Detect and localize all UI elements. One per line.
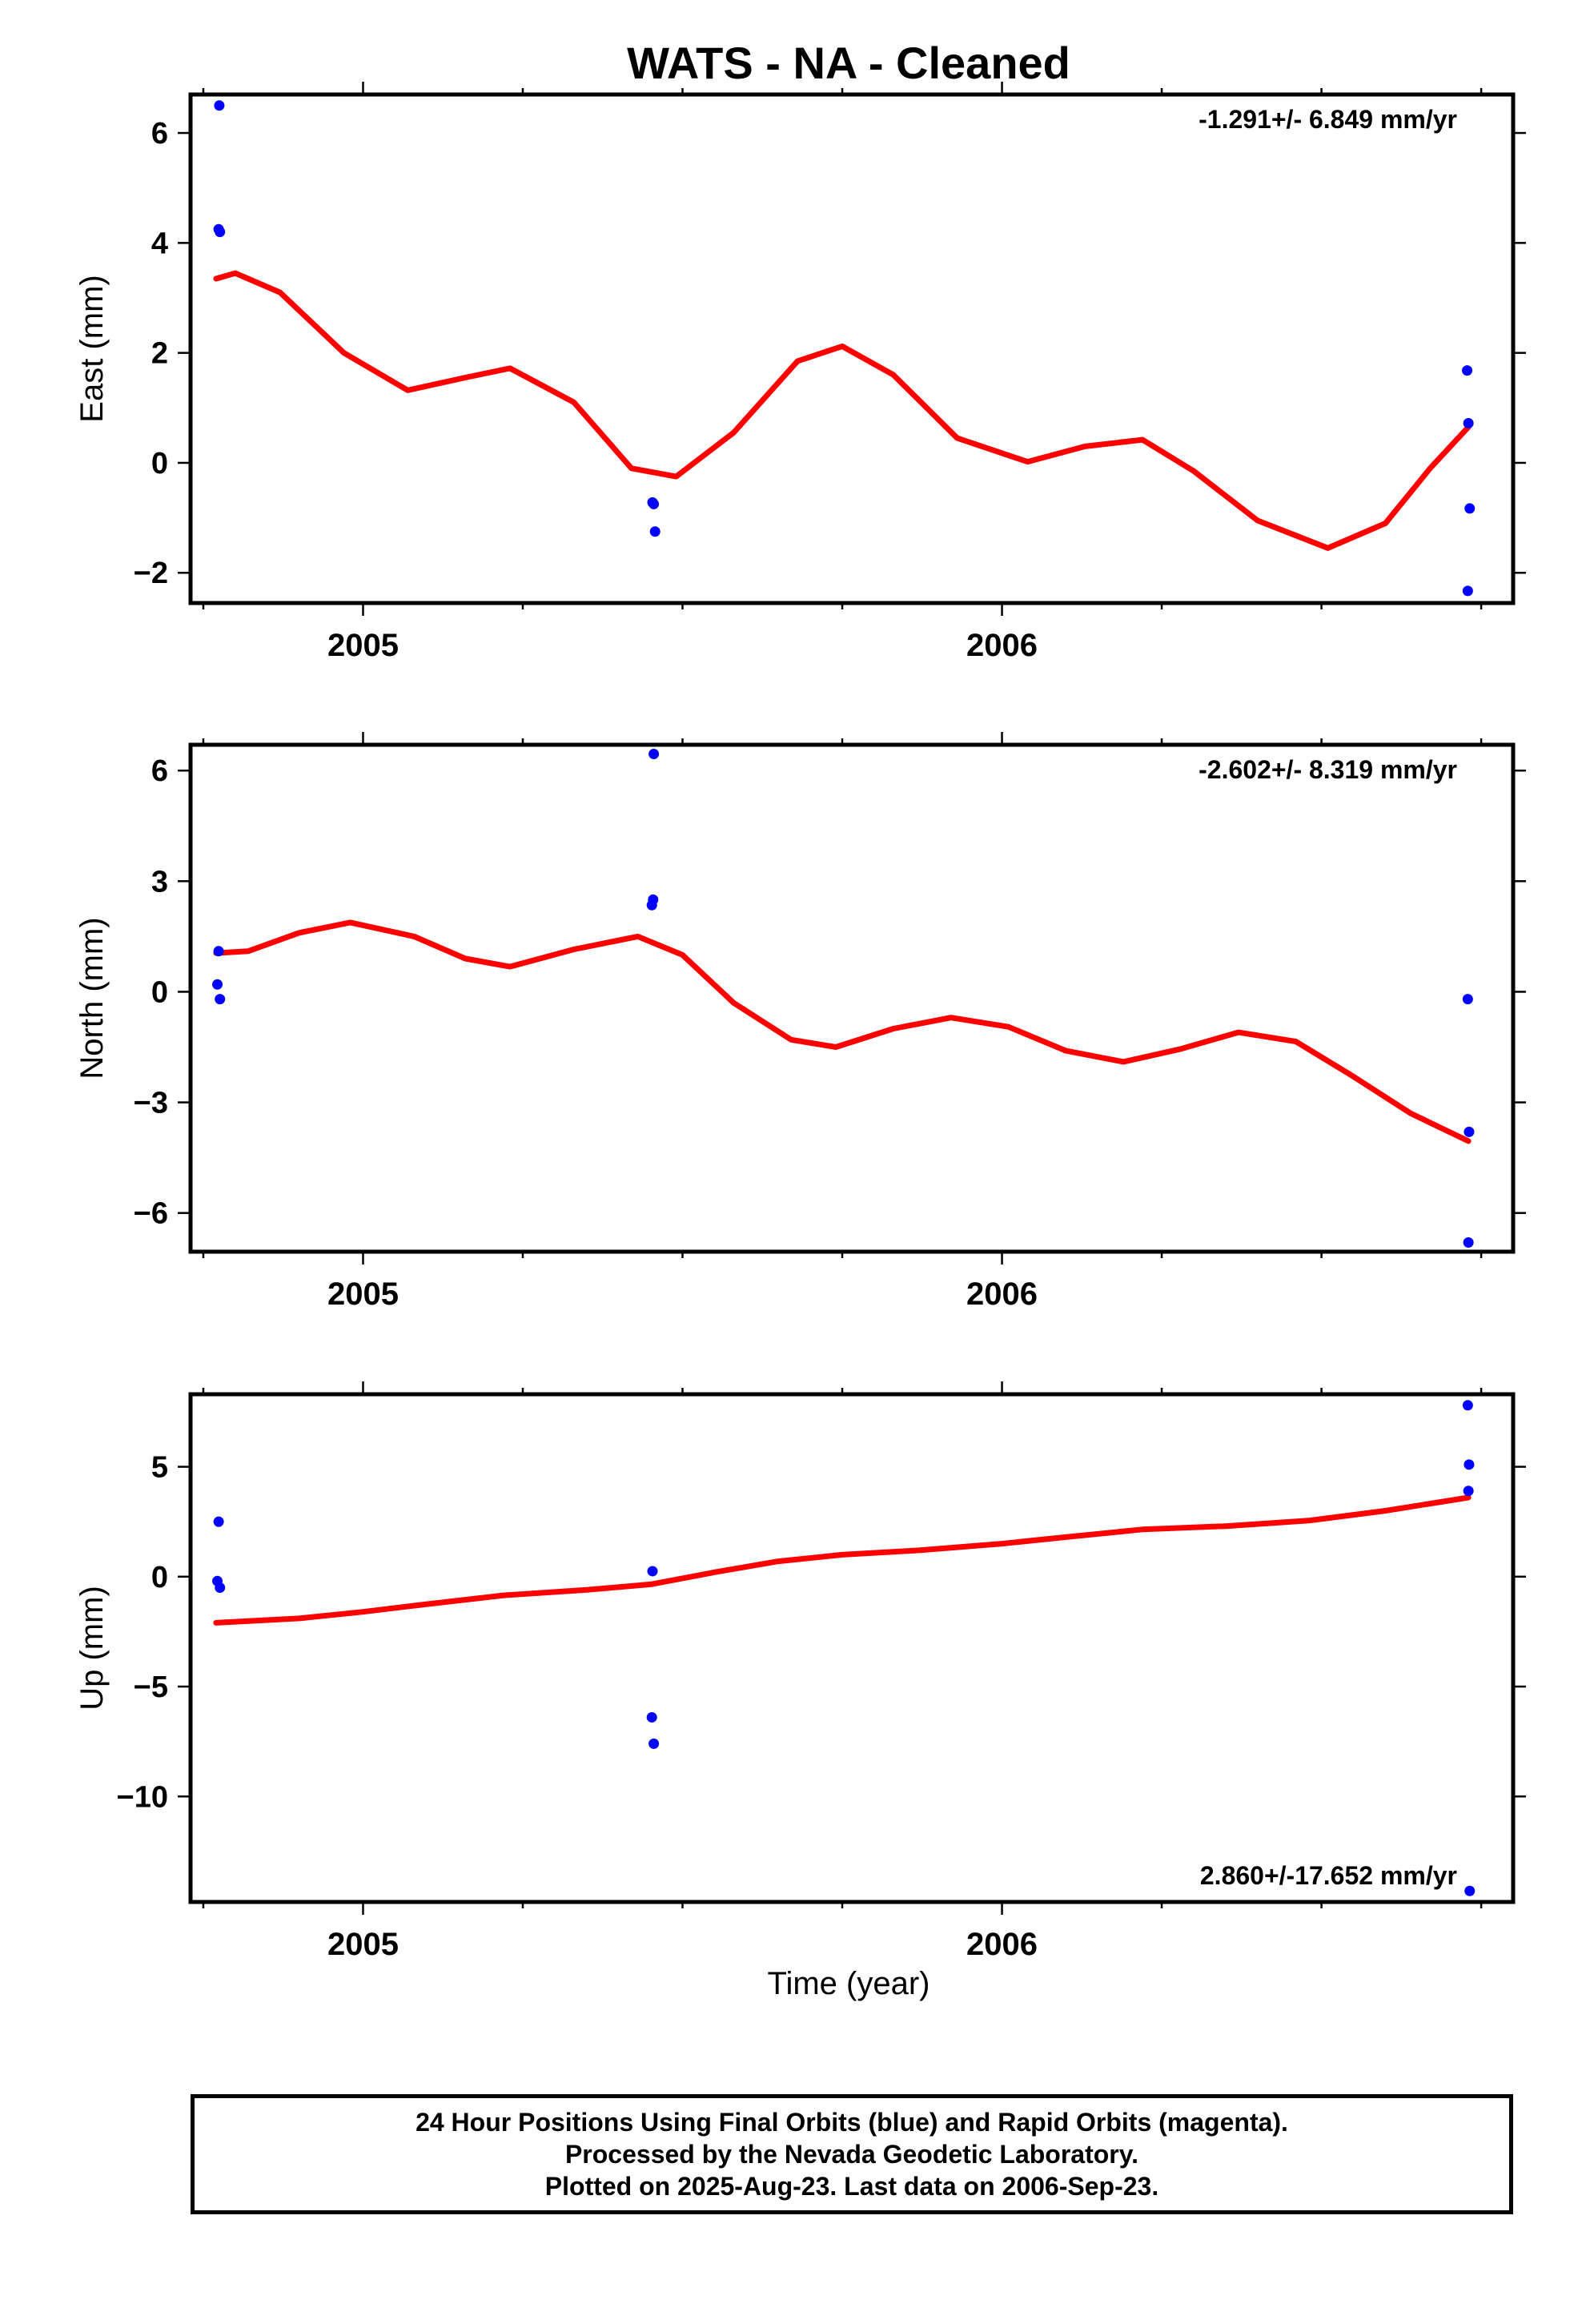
panel-data-layer (213, 100, 1476, 597)
data-point (1462, 365, 1473, 376)
y-tick-label: 0 (151, 975, 168, 1009)
y-tick-label: 6 (151, 754, 168, 788)
panel-data-layer (212, 749, 1475, 1248)
data-point (1462, 1400, 1473, 1411)
panel-frame (188, 742, 1516, 1254)
velocity-rate-label: -1.291+/- 6.849 mm/yr (1199, 105, 1457, 134)
chart-title: WATS - NA - Cleaned (627, 38, 1070, 88)
y-tick-label: −2 (134, 557, 168, 590)
footer-line-2: Processed by the Nevada Geodetic Laborat… (564, 2140, 1139, 2169)
y-axis-label: North (mm) (74, 917, 110, 1079)
data-point (214, 100, 225, 111)
data-point (212, 979, 223, 990)
data-point (1464, 1126, 1475, 1137)
data-point (1462, 585, 1473, 597)
data-point (1463, 1236, 1474, 1248)
y-tick-label: −10 (117, 1780, 168, 1814)
panel-north: −6 −3 0 3 6 2005 2006 North (mm) -2.602+/- 8.319… (74, 732, 1526, 1312)
data-point (1464, 503, 1476, 514)
data-point (646, 899, 657, 911)
x-tick-label: 2006 (966, 1927, 1038, 1962)
footer-line-3: Plotted on 2025-Aug-23. Last data on 200… (544, 2172, 1159, 2201)
x-axis-label: Time (year) (768, 1966, 930, 2001)
footer-line-1: 24 Hour Positions Using Final Orbits (bl… (416, 2108, 1288, 2137)
y-tick-label: −5 (134, 1671, 168, 1704)
y-tick-label: 3 (151, 865, 168, 899)
data-point (1464, 1885, 1476, 1896)
x-tick-label: 2006 (966, 1277, 1038, 1312)
data-point (215, 227, 226, 238)
y-tick-label: 6 (151, 117, 168, 151)
data-point (647, 1566, 658, 1577)
panel-frame (188, 92, 1516, 605)
data-point (648, 1738, 660, 1749)
y-tick-label: 0 (151, 1561, 168, 1594)
panel-data-layer (212, 1400, 1476, 1896)
panel-up: −10 −5 0 5 2005 2006 Up (mm) 2.860+/-17.652 mm/… (74, 1381, 1526, 1962)
data-point (649, 526, 661, 537)
x-tick-label: 2005 (327, 1927, 399, 1962)
panel-frame (188, 1392, 1516, 1904)
data-point (1464, 1459, 1475, 1470)
panel-east: −2 0 2 4 6 2005 2006 East (mm) -1.291+/- 6.849 m… (74, 82, 1526, 663)
x-tick-label: 2005 (327, 1277, 399, 1312)
data-point (1463, 1486, 1474, 1497)
fit-line (213, 270, 1472, 551)
velocity-rate-label: 2.860+/-17.652 mm/yr (1200, 1861, 1457, 1890)
data-point (1463, 418, 1474, 429)
data-point (648, 749, 660, 760)
y-tick-label: 2 (151, 337, 168, 371)
data-point (648, 498, 660, 509)
velocity-rate-label: -2.602+/- 8.319 mm/yr (1199, 755, 1457, 784)
fit-line (213, 1494, 1472, 1626)
y-tick-label: −3 (134, 1087, 168, 1120)
data-point (1462, 994, 1473, 1005)
y-tick-label: 4 (151, 227, 168, 260)
data-point (213, 946, 224, 957)
data-point (215, 994, 226, 1005)
y-axis-label: East (mm) (74, 275, 110, 422)
fit-line (213, 919, 1472, 1144)
y-axis-label: Up (mm) (74, 1586, 110, 1711)
data-point (646, 1711, 657, 1723)
data-point (215, 1582, 226, 1594)
x-tick-label: 2005 (327, 628, 399, 663)
y-tick-label: 0 (151, 447, 168, 480)
footer-info-box: 24 Hour Positions Using Final Orbits (bl… (191, 2094, 1513, 2214)
data-point (213, 1516, 224, 1527)
y-tick-label: −6 (134, 1197, 168, 1231)
y-tick-label: 5 (151, 1451, 168, 1485)
x-tick-label: 2006 (966, 628, 1038, 663)
